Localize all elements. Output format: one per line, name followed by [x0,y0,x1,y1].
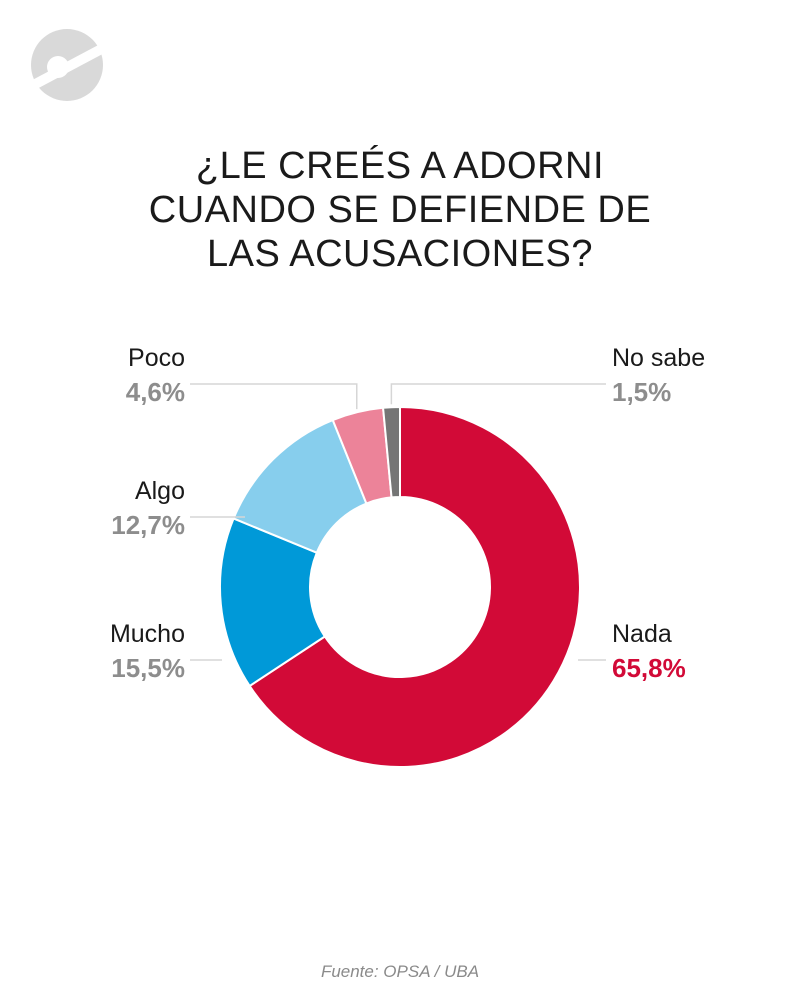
donut-slice-no-sabe [381,405,401,499]
source-note: Fuente: OPSA / UBA [320,962,480,981]
slice-value-mucho: 15,5% [111,653,185,683]
slice-label-mucho: Mucho [110,620,185,648]
slice-value-no-sabe: 1,5% [612,377,671,407]
leader-line-no-sabe [390,383,606,405]
donut-slice-nada [248,405,581,768]
slice-label-no-sabe: No sabe [612,344,705,372]
chart-title-line-1: ¿LE CREÉS A ADORNI [195,145,605,187]
slice-label-algo: Algo [135,477,185,505]
slice-value-nada: 65,8% [612,653,686,683]
slice-value-poco: 4,6% [126,377,185,407]
slice-label-poco: Poco [128,344,185,372]
slice-value-algo: 12,7% [111,510,185,540]
chart-title-line-2: CUANDO SE DEFIENDE DE [148,189,652,231]
chart-title-line-3: LAS ACUSACIONES? [206,233,594,275]
leader-line-poco [190,383,358,410]
slice-label-nada: Nada [612,620,672,648]
